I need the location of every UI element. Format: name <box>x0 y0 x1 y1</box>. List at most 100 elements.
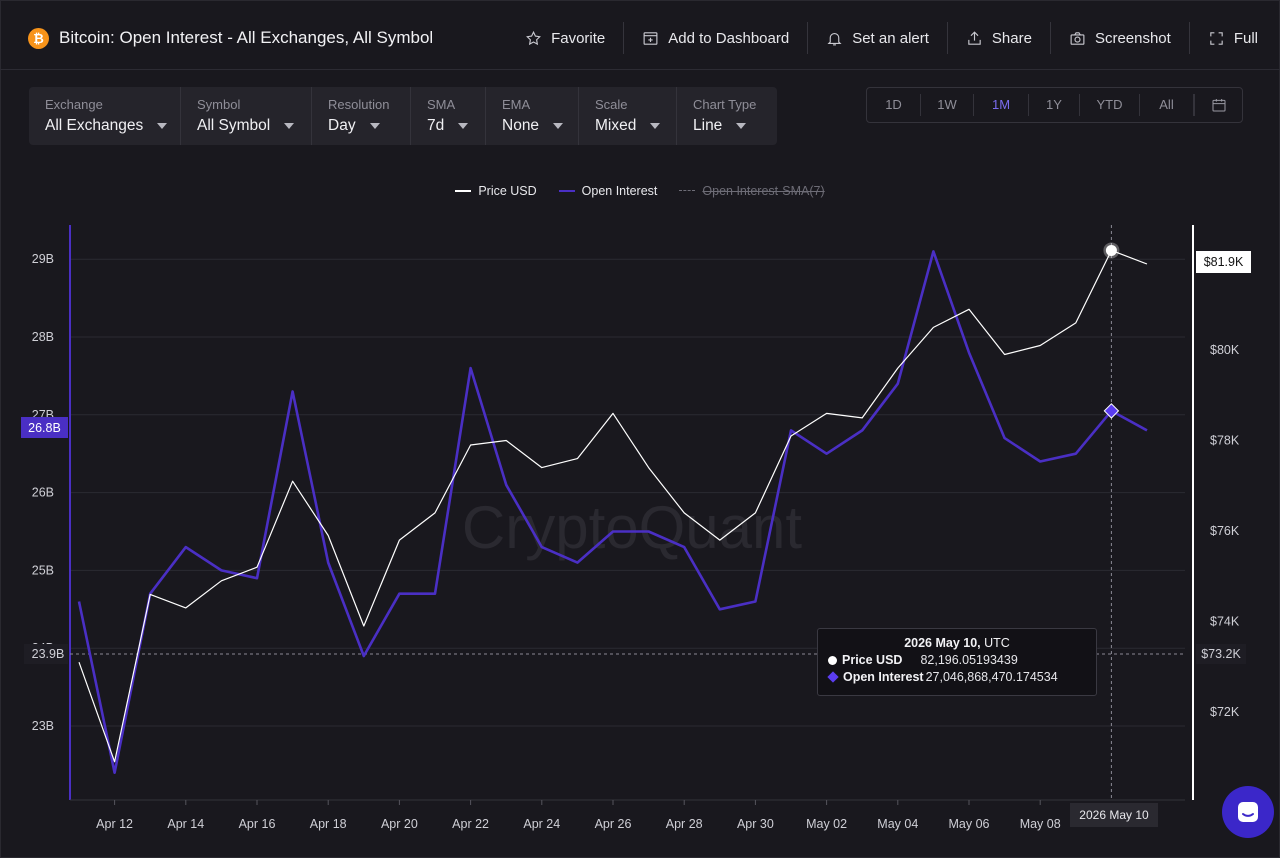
x-tick-label: Apr 12 <box>96 817 133 831</box>
screenshot-label: Screenshot <box>1094 29 1171 47</box>
x-tick-label: Apr 26 <box>595 817 632 831</box>
fullscreen-button[interactable]: Full <box>1188 22 1258 54</box>
tooltip-oi-value: 27,046,868,470.174534 <box>925 670 1058 684</box>
crosshair-right-badge <box>1196 644 1246 664</box>
filter-bar: Exchange All Exchanges Symbol All Symbol… <box>29 87 777 145</box>
chevron-down-icon <box>284 123 295 129</box>
price-point <box>1105 244 1117 256</box>
symbol-value: All Symbol <box>197 117 271 134</box>
chevron-down-icon <box>553 123 564 129</box>
open-interest-line <box>77 250 1148 774</box>
legend-swatch <box>455 190 472 192</box>
oi-marker-icon <box>827 671 839 683</box>
header-actions: Favorite Add to Dashboard Set an alert S… <box>507 22 1258 54</box>
range-ytd-button[interactable]: YTD <box>1080 94 1140 116</box>
sma-value: 7d <box>427 117 445 134</box>
watermark: CryptoQuant <box>462 494 802 561</box>
chart-tooltip: 2026 May 10, UTC Price USD 82,196.051934… <box>817 628 1097 696</box>
fullscreen-icon <box>1210 31 1223 45</box>
scale-select[interactable]: Scale Mixed <box>579 87 677 145</box>
add-dashboard-icon <box>643 31 658 45</box>
left-tick-label: 28B <box>32 330 54 344</box>
x-tick-label: May 04 <box>877 817 918 831</box>
bitcoin-icon: ₿ <box>28 28 49 49</box>
crosshair-right-badge-text: $73.2K <box>1201 647 1241 661</box>
favorite-button[interactable]: Favorite <box>507 22 623 54</box>
sma-select[interactable]: SMA 7d <box>411 87 486 145</box>
legend-open-interest[interactable]: Open Interest <box>558 182 658 200</box>
x-tick-label: Apr 20 <box>381 817 418 831</box>
crosshair-left-badge-text: 23.9B <box>32 647 65 661</box>
chat-icon <box>1238 802 1258 822</box>
exchange-value: All Exchanges <box>45 117 144 134</box>
crosshair-date-label: 2026 May 10 <box>1070 803 1158 827</box>
oi-current-badge <box>21 417 68 438</box>
legend-label: Open Interest-SMA(7) <box>702 184 825 198</box>
favorite-label: Favorite <box>551 29 606 47</box>
legend-open-interest-sma[interactable]: Open Interest-SMA(7) <box>679 182 825 200</box>
chart-type-label: Chart Type <box>693 97 757 112</box>
symbol-select[interactable]: Symbol All Symbol <box>181 87 312 145</box>
sma-label: SMA <box>427 97 456 112</box>
resolution-select[interactable]: Resolution Day <box>312 87 411 145</box>
legend-label: Open Interest <box>581 184 658 198</box>
range-all-button[interactable]: All <box>1140 94 1194 116</box>
x-tick-label: Apr 28 <box>666 817 703 831</box>
x-tick-label: May 02 <box>806 817 847 831</box>
right-tick-label: $72K <box>1210 705 1240 719</box>
set-alert-label: Set an alert <box>852 29 929 47</box>
scale-value: Mixed <box>595 117 637 134</box>
exchange-select[interactable]: Exchange All Exchanges <box>29 87 181 145</box>
x-tick-label: Apr 24 <box>523 817 560 831</box>
right-tick-label: $80K <box>1210 343 1240 357</box>
ema-select[interactable]: EMA None <box>486 87 579 145</box>
chevron-down-icon <box>650 123 661 129</box>
set-alert-button[interactable]: Set an alert <box>807 22 947 54</box>
calendar-icon[interactable] <box>1194 94 1242 116</box>
range-1m-button[interactable]: 1M <box>974 94 1029 116</box>
chevron-down-icon <box>736 123 747 129</box>
tooltip-oi-row: Open Interest 27,046,868,470.174534 <box>827 670 1086 684</box>
chat-support-button[interactable] <box>1222 786 1274 838</box>
share-label: Share <box>991 29 1032 47</box>
camera-icon <box>1070 31 1085 45</box>
chart-legend: Price USD Open Interest Open Interest-SM… <box>0 182 1280 200</box>
screenshot-button[interactable]: Screenshot <box>1049 22 1189 54</box>
range-1y-button[interactable]: 1Y <box>1029 94 1080 116</box>
x-tick-label: Apr 18 <box>310 817 347 831</box>
header-bar: ₿ Bitcoin: Open Interest - All Exchanges… <box>0 0 1280 70</box>
price-marker-icon <box>828 655 837 665</box>
add-to-dashboard-button[interactable]: Add to Dashboard <box>623 22 807 54</box>
share-icon <box>968 30 981 45</box>
range-1d-button[interactable]: 1D <box>867 94 921 116</box>
page-title: Bitcoin: Open Interest - All Exchanges, … <box>59 28 434 47</box>
price-usd-line <box>78 249 1148 763</box>
chevron-down-icon <box>369 123 380 129</box>
legend-label: Price USD <box>478 184 537 198</box>
add-to-dashboard-label: Add to Dashboard <box>668 29 790 47</box>
chart-type-select[interactable]: Chart Type Line <box>677 87 777 145</box>
right-tick-label: $78K <box>1210 434 1240 448</box>
tooltip-price-label: Price USD <box>842 653 903 667</box>
x-tick-label: Apr 22 <box>452 817 489 831</box>
resolution-value: Day <box>328 117 356 134</box>
legend-swatch <box>558 190 575 192</box>
chevron-down-icon <box>458 123 469 129</box>
crosshair-left-badge <box>24 644 68 664</box>
exchange-label: Exchange <box>45 97 103 112</box>
bell-icon <box>827 32 842 45</box>
scale-label: Scale <box>595 97 628 112</box>
ema-value: None <box>502 117 540 134</box>
x-tick-label: May 08 <box>1020 817 1061 831</box>
share-button[interactable]: Share <box>946 22 1050 54</box>
left-tick-label: 23B <box>32 719 54 733</box>
legend-price-usd[interactable]: Price USD <box>455 182 537 200</box>
legend-swatch <box>679 190 696 192</box>
range-1w-button[interactable]: 1W <box>921 94 974 116</box>
resolution-label: Resolution <box>328 97 390 112</box>
price-current-badge-text: $81.9K <box>1204 255 1244 269</box>
tooltip-oi-label: Open Interest <box>843 670 924 684</box>
star-icon <box>526 30 542 45</box>
x-tick-label: May 06 <box>949 817 990 831</box>
